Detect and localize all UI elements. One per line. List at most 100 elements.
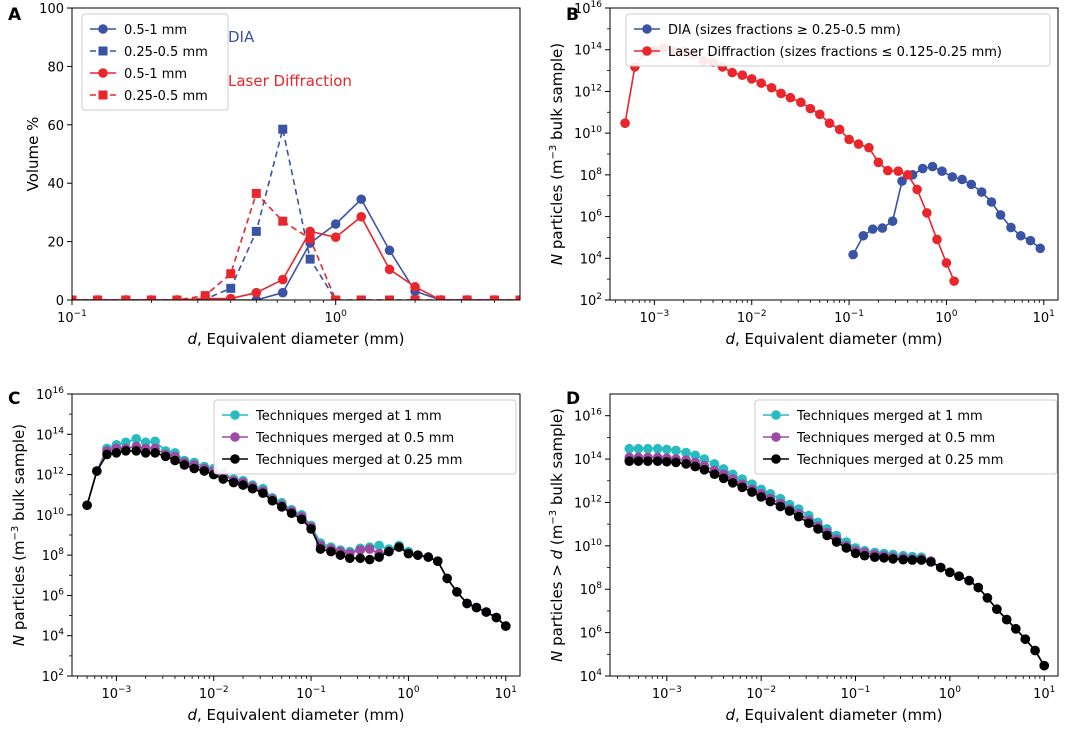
x-axis-label: d, Equivalent diameter (mm) xyxy=(725,330,942,348)
data-point xyxy=(927,161,938,172)
data-point xyxy=(873,157,884,168)
data-point xyxy=(228,477,239,488)
series-line xyxy=(629,447,1045,667)
plot-frame xyxy=(71,7,521,301)
data-point xyxy=(247,483,258,494)
data-point xyxy=(462,295,472,300)
panel-label: C xyxy=(8,389,20,409)
data-point xyxy=(766,82,777,93)
data-point xyxy=(1006,222,1016,233)
legend-marker xyxy=(98,46,108,56)
data-point xyxy=(898,554,908,565)
data-point xyxy=(844,134,854,145)
y-tick-label: 1012 xyxy=(36,467,64,484)
data-point xyxy=(888,554,898,564)
data-point xyxy=(452,587,462,597)
legend-label: DIA (sizes fractions ≥ 0.25-0.5 mm) xyxy=(668,23,901,38)
data-point xyxy=(306,524,316,534)
data-point xyxy=(756,78,766,88)
y-tick-label: 102 xyxy=(580,292,602,309)
data-point xyxy=(986,197,997,207)
legend-marker xyxy=(771,454,781,464)
data-point xyxy=(976,187,987,197)
data-point xyxy=(824,118,835,128)
annotation: Laser Diffraction xyxy=(228,72,352,90)
y-tick-label: 0 xyxy=(56,294,64,309)
legend-label: 0.25-0.5 mm xyxy=(124,45,208,60)
data-point xyxy=(883,165,893,176)
data-point xyxy=(462,598,472,609)
panel-label: A xyxy=(8,5,22,25)
x-axis-label: d, Equivalent diameter (mm) xyxy=(725,706,942,724)
data-point xyxy=(225,293,236,300)
legend-marker xyxy=(230,454,240,464)
legend-marker xyxy=(230,410,240,420)
data-point xyxy=(756,492,766,502)
data-point xyxy=(859,550,870,561)
data-point xyxy=(489,295,499,300)
legend-label: 0.25-0.5 mm xyxy=(124,89,208,104)
x-tick-label: 101 xyxy=(1033,685,1055,702)
data-point xyxy=(364,554,375,565)
series-B-0 xyxy=(848,161,1046,260)
data-point xyxy=(671,457,681,468)
series-line xyxy=(72,197,520,300)
data-point xyxy=(814,109,825,120)
y-tick-label: 60 xyxy=(47,119,64,134)
data-point xyxy=(226,283,236,293)
legend-label: 0.5-1 mm xyxy=(124,67,187,82)
data-point xyxy=(737,70,748,80)
data-point xyxy=(897,176,907,186)
data-point xyxy=(727,67,737,78)
data-point xyxy=(82,500,92,511)
x-tick-label: 10−2 xyxy=(199,685,229,702)
y-tick-label: 104 xyxy=(580,668,603,685)
series-A-2 xyxy=(72,211,520,300)
data-point xyxy=(690,461,701,472)
x-tick-label: 10−1 xyxy=(296,685,326,702)
data-point xyxy=(935,562,946,573)
data-point xyxy=(1011,623,1021,634)
data-point xyxy=(491,612,502,623)
data-point xyxy=(643,456,653,466)
series-line xyxy=(629,460,1045,667)
data-point xyxy=(218,474,228,484)
data-point xyxy=(671,445,681,456)
data-point xyxy=(305,226,315,237)
data-point xyxy=(973,582,984,593)
data-point xyxy=(765,496,776,507)
data-point xyxy=(403,548,414,559)
y-tick-label: 108 xyxy=(580,167,603,184)
data-point xyxy=(966,179,977,190)
data-point xyxy=(652,443,663,454)
x-tick-label: 100 xyxy=(325,309,348,326)
data-point xyxy=(102,449,112,460)
data-point xyxy=(146,295,156,300)
x-tick-label: 100 xyxy=(939,685,962,702)
y-tick-label: 1012 xyxy=(574,494,602,511)
series-line xyxy=(852,165,1041,255)
data-point xyxy=(385,295,395,300)
legend-label: 0.5-1 mm xyxy=(124,23,187,38)
y-tick-label: 1016 xyxy=(574,408,602,425)
data-point xyxy=(776,88,786,99)
data-point xyxy=(140,448,151,458)
data-point xyxy=(624,443,635,454)
data-point xyxy=(277,287,288,298)
series-D-2 xyxy=(624,456,1050,671)
data-point xyxy=(384,264,395,275)
data-point xyxy=(1035,243,1046,254)
data-point xyxy=(662,444,672,455)
plot-frame xyxy=(609,393,1059,677)
data-point xyxy=(887,216,898,226)
data-point xyxy=(864,142,874,153)
annotation: DIA xyxy=(228,28,255,46)
data-point xyxy=(718,473,729,484)
x-tick-label: 10−2 xyxy=(737,309,767,326)
data-point xyxy=(907,555,918,565)
legend-marker xyxy=(771,410,781,420)
legend-box xyxy=(625,13,1051,67)
data-point xyxy=(374,552,384,562)
legend-label: Laser Diffraction (sizes fractions ≤ 0.1… xyxy=(668,45,1002,60)
series-D-0 xyxy=(624,443,1050,671)
